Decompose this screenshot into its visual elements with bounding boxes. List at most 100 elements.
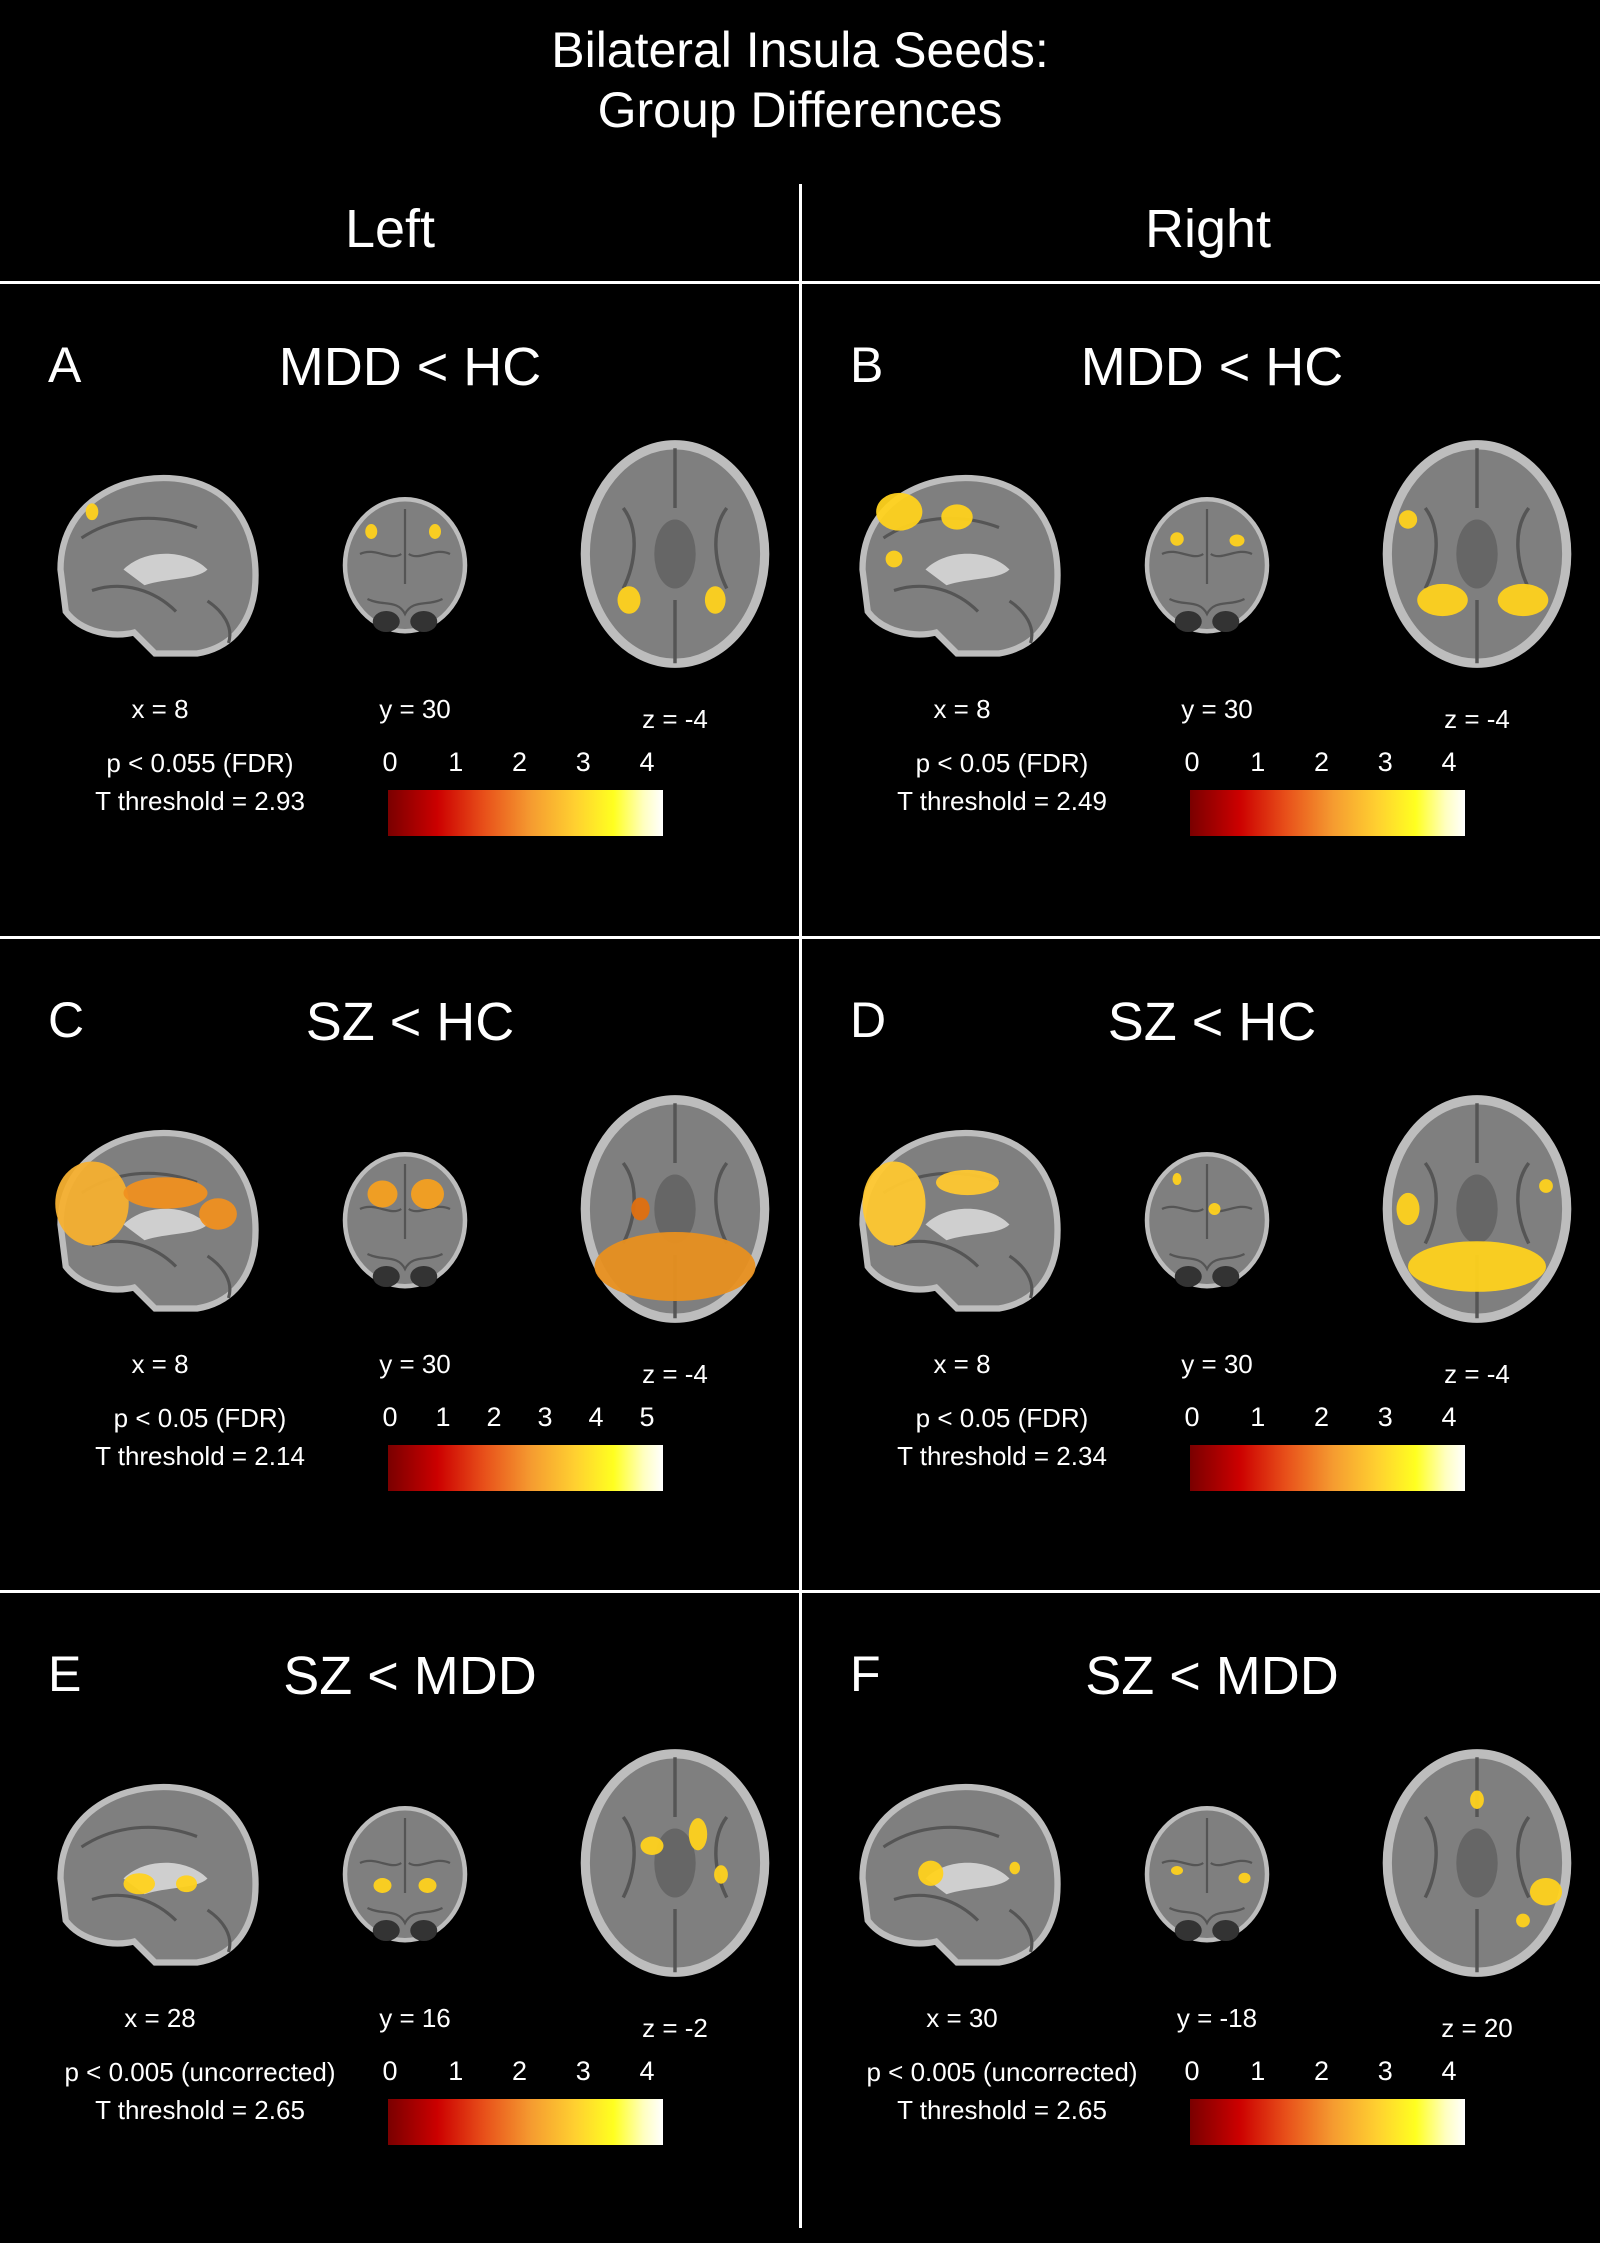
row-divider-2 (0, 936, 1600, 939)
panel-title: MDD < HC (1080, 337, 1344, 397)
slice-coordinate-x: x = 8 (131, 694, 189, 724)
panel-letter: E (48, 1646, 82, 1702)
panel-c: C SZ < HC x = 8 y = 30 z = -4 p < 0.05 (FDR) T… (0, 939, 798, 1589)
t-threshold-label: T threshold = 2.93 (95, 786, 305, 816)
slice-coordinate-y: y = 30 (379, 1349, 451, 1379)
colorbar-tick-label: 2 (1313, 747, 1330, 777)
coronal-slice-image (330, 1778, 480, 1978)
panel-letter: C (48, 992, 85, 1048)
colorbar-tick-label: 2 (486, 1402, 502, 1432)
colorbar (388, 1445, 663, 1491)
threshold-stats: p < 0.05 (FDR) T threshold = 2.49 (837, 744, 1167, 820)
colorbar-tick-label: 3 (575, 747, 591, 777)
axial-slice-image (560, 424, 790, 684)
panel-d: D SZ < HC x = 8 y = 30 z = -4 p < 0.05 (FDR) T… (802, 939, 1600, 1589)
axial-slice-image (1362, 1079, 1592, 1339)
colorbar-tick-label: 2 (1313, 2056, 1330, 2086)
colorbar-tick-label: 2 (1313, 1402, 1330, 1432)
p-value-label: p < 0.005 (uncorrected) (866, 2057, 1138, 2087)
panel-title: SZ < MDD (283, 1646, 537, 1706)
t-threshold-label: T threshold = 2.14 (95, 1441, 305, 1471)
colorbar (1190, 790, 1465, 836)
slice-coordinate-z: z = -4 (1444, 1359, 1510, 1389)
panel-letter: F (850, 1646, 881, 1702)
colorbar-tick-label: 0 (382, 747, 398, 777)
colorbar-tick-label: 4 (1441, 1402, 1457, 1432)
colorbar (388, 790, 663, 836)
colorbar-tick-label: 0 (382, 1402, 398, 1432)
axial-slice-image (1362, 424, 1592, 684)
threshold-stats: p < 0.005 (uncorrected) T threshold = 2.6… (837, 2053, 1167, 2129)
panel-a: A MDD < HC x = 8 y = 30 z = -4 p < 0.055 (FDR… (0, 284, 798, 934)
slice-coordinate-z: z = -4 (642, 704, 708, 734)
threshold-stats: p < 0.055 (FDR) T threshold = 2.93 (35, 744, 365, 820)
colorbar-tick-label: 1 (435, 1402, 451, 1432)
threshold-stats: p < 0.05 (FDR) T threshold = 2.34 (837, 1399, 1167, 1475)
sagittal-slice-image (812, 1109, 1102, 1319)
sagittal-slice-image (812, 454, 1102, 664)
slice-coordinate-x: x = 28 (124, 2003, 196, 2033)
slice-coordinate-y: y = -18 (1176, 2003, 1258, 2033)
slice-coordinate-x: x = 8 (933, 694, 991, 724)
panel-letter: A (48, 337, 82, 393)
column-divider (799, 184, 802, 2228)
threshold-stats: p < 0.05 (FDR) T threshold = 2.14 (35, 1399, 365, 1475)
panel-title: SZ < HC (305, 992, 515, 1052)
colorbar-tick-label: 4 (1441, 747, 1457, 777)
slice-coordinate-z: z = -4 (642, 1359, 708, 1389)
slice-coordinate-z: z = 20 (1441, 2013, 1513, 2043)
panel-b: B MDD < HC x = 8 y = 30 z = -4 p < 0.05 (FDR)… (802, 284, 1600, 934)
colorbar-tick-label: 3 (575, 2056, 591, 2086)
row-divider-3 (0, 1590, 1600, 1593)
colorbar-tick-label: 1 (448, 2056, 464, 2086)
slice-coordinate-x: x = 8 (933, 1349, 991, 1379)
colorbar (1190, 2099, 1465, 2145)
coronal-slice-image (330, 469, 480, 669)
coronal-slice-image (1132, 469, 1282, 669)
coronal-slice-image (330, 1124, 480, 1324)
colorbar-tick-label: 0 (382, 2056, 398, 2086)
colorbar-tick-label: 3 (1377, 747, 1393, 777)
p-value-label: p < 0.05 (FDR) (915, 748, 1089, 778)
panel-f: F SZ < MDD x = 30 y = -18 z = 20 p < 0.005 (u… (802, 1593, 1600, 2243)
slice-coordinate-y: y = 16 (379, 2003, 451, 2033)
sagittal-slice-image (812, 1763, 1102, 1973)
p-value-label: p < 0.055 (FDR) (106, 748, 294, 778)
coronal-slice-image (1132, 1778, 1282, 1978)
colorbar-tick-label: 1 (1250, 1402, 1266, 1432)
panel-title: SZ < HC (1107, 992, 1317, 1052)
t-threshold-label: T threshold = 2.49 (897, 786, 1107, 816)
slice-coordinate-x: x = 8 (131, 1349, 189, 1379)
figure-title-line2: Group Differences (597, 82, 1003, 138)
panel-letter: B (850, 337, 884, 393)
t-threshold-label: T threshold = 2.65 (897, 2095, 1107, 2125)
slice-coordinate-x: x = 30 (926, 2003, 998, 2033)
colorbar-tick-label: 5 (639, 1402, 655, 1432)
t-threshold-label: T threshold = 2.34 (897, 1441, 1107, 1471)
colorbar-tick-label: 3 (1377, 2056, 1393, 2086)
colorbar-tick-label: 1 (1250, 2056, 1266, 2086)
colorbar (1190, 1445, 1465, 1491)
colorbar-tick-label: 3 (537, 1402, 553, 1432)
colorbar-tick-label: 1 (448, 747, 464, 777)
figure-title-line1: Bilateral Insula Seeds: (551, 22, 1049, 78)
colorbar-tick-label: 4 (1441, 2056, 1457, 2086)
row-divider-1 (0, 281, 1600, 284)
axial-slice-image (560, 1079, 790, 1339)
colorbar-tick-label: 0 (1184, 747, 1200, 777)
axial-slice-image (1362, 1733, 1592, 1993)
colorbar-tick-label: 0 (1184, 2056, 1200, 2086)
right-column-header: Right (1144, 199, 1272, 259)
panel-title: SZ < MDD (1085, 1646, 1339, 1706)
colorbar-tick-label: 4 (639, 2056, 655, 2086)
colorbar-tick-label: 0 (1184, 1402, 1200, 1432)
slice-coordinate-z: z = -4 (1444, 704, 1510, 734)
slice-coordinate-y: y = 30 (1181, 694, 1253, 724)
colorbar-tick-label: 1 (1250, 747, 1266, 777)
sagittal-slice-image (10, 1109, 300, 1319)
sagittal-slice-image (10, 1763, 300, 1973)
colorbar-tick-label: 4 (588, 1402, 604, 1432)
coronal-slice-image (1132, 1124, 1282, 1324)
colorbar-tick-label: 4 (639, 747, 655, 777)
colorbar-tick-label: 2 (511, 2056, 528, 2086)
